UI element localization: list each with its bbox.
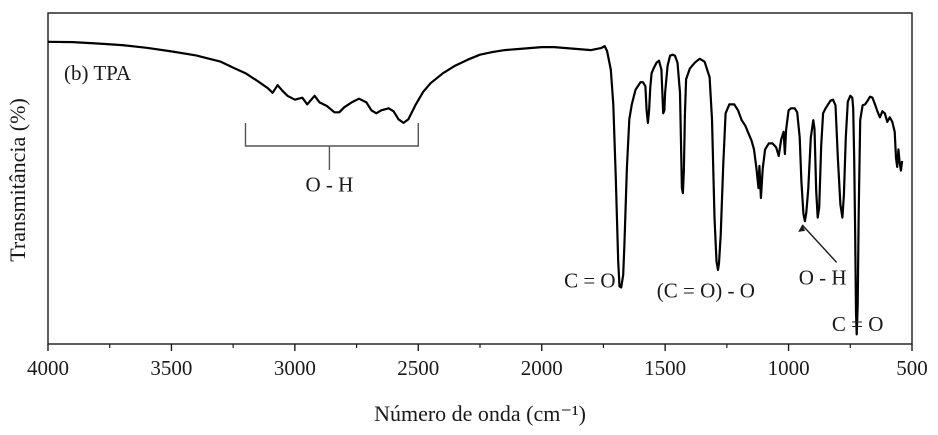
x-tick-label: 3500: [150, 356, 192, 380]
x-tick-label: 2000: [521, 356, 563, 380]
x-tick-label: 1000: [768, 356, 810, 380]
annotations: O - H C = O (C = O) - O O - H C = O: [244, 123, 884, 336]
y-axis-title: Transmitância (%): [5, 98, 30, 262]
annotation-label: (C = O) - O: [657, 279, 755, 303]
x-tick-label: 1500: [644, 356, 686, 380]
panel-label: (b) TPA: [64, 61, 132, 85]
x-axis: 4000 3500 3000 2500 2000 1500 1000 500: [27, 344, 928, 380]
annotation-label: O - H: [306, 173, 354, 197]
x-tick-label: 2500: [397, 356, 439, 380]
annotation-label: C = O: [832, 312, 884, 336]
arrow-head: [798, 224, 806, 232]
x-tick-label: 3000: [274, 356, 316, 380]
plot-frame: [47, 12, 913, 345]
annotation-label: O - H: [799, 265, 847, 289]
annotation-label: C = O: [564, 269, 616, 293]
x-tick-label: 500: [896, 356, 928, 380]
x-axis-title: Número de onda (cm⁻¹): [374, 401, 586, 426]
annotation-arrow: [801, 224, 838, 263]
x-tick-label: 4000: [27, 356, 69, 380]
oh-bracket: [244, 123, 419, 170]
spectrum-line: [47, 40, 904, 336]
